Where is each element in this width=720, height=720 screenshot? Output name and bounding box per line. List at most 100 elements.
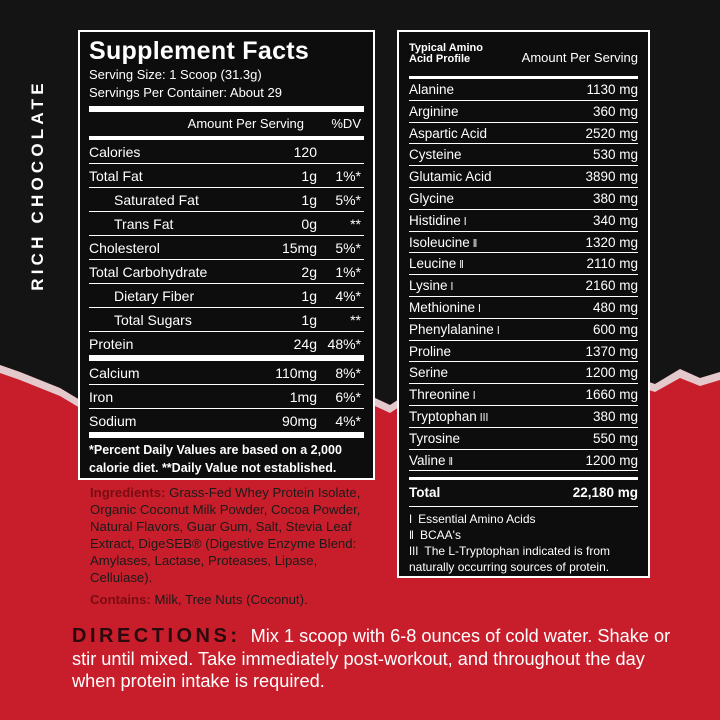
nutrient-amount: 2g [301,264,317,280]
amino-row: Serine 1200 mg [409,362,638,385]
facts-row: Total Carbohydrate 2g 1%* [89,260,364,284]
nutrient-dv: 6%* [335,389,361,405]
contains-label: Contains: [90,592,151,607]
directions: DIRECTIONS: Mix 1 scoop with 6-8 ounces … [72,625,682,693]
dv-header: %DV [331,116,361,131]
amino-amount: 380 mg [592,190,638,206]
amino-amount: 1370 mg [585,343,638,359]
amino-row: Threonine ǀ 1660 mg [409,384,638,406]
rule [409,76,638,79]
amino-row: Methionine ǀ 480 mg [409,297,638,319]
nutrient-amount: 1g [301,312,317,328]
amino-name: Glycine [409,190,455,206]
amino-name: Tryptophan [409,408,477,424]
amino-name: Glutamic Acid [409,169,492,185]
facts-row: Trans Fat 0g ** [89,212,364,236]
nutrient-amount: 90mg [281,413,317,429]
servings-per-container: Servings Per Container: About 29 [89,85,282,100]
nutrient-name: Dietary Fiber [114,288,195,304]
amino-mark: ǀ [463,215,467,228]
amino-amount: 2160 mg [585,278,638,294]
amino-title: Typical Amino Acid Profile [409,42,483,65]
legend-item: ǁ BCAA's [409,527,638,543]
amino-name: Methionine [409,299,476,315]
amino-row: Tryptophan ǀǀǀ 380 mg [409,406,638,428]
amino-amount: 1660 mg [585,387,638,403]
facts-row: Calories 120 [89,140,364,164]
amino-row: Histidine ǀ 340 mg [409,210,638,232]
amino-amount: 1200 mg [585,452,638,468]
amino-amount: 550 mg [592,430,638,446]
amino-row: Leucine ǁ 2110 mg [409,253,638,276]
facts-row: Total Sugars 1g ** [89,308,364,332]
facts-row: Dietary Fiber 1g 4%* [89,284,364,308]
amino-amount: 340 mg [592,212,638,228]
legend-text: BCAA's [419,528,461,543]
amino-amount: 600 mg [592,321,638,337]
total-name: Total [409,485,441,501]
facts-title: Supplement Facts [89,37,310,65]
facts-footnote: *Percent Daily Values are based on a 2,0… [89,443,342,475]
amino-row: Proline 1370 mg [409,341,638,363]
nutrient-dv: 5%* [335,192,361,208]
amino-name: Alanine [409,82,455,97]
amino-row: Cysteine 530 mg [409,144,638,167]
amino-row: Glutamic Acid 3890 mg [409,166,638,188]
amino-mark: ǀ [478,302,481,315]
amino-row: Aspartic Acid 2520 mg [409,123,638,145]
amino-rows: Alanine 1130 mg Arginine 360 mg Aspartic Aci… [409,79,638,472]
nutrient-amount: 1g [301,168,317,184]
amino-amount: 1200 mg [585,365,638,381]
nutrient-amount: 24g [293,336,317,352]
nutrient-dv: 5%* [335,240,361,256]
amino-header: Typical Amino Acid Profile Amount Per Se… [409,32,638,76]
nutrient-amount: 1mg [289,389,317,405]
amino-amount: 1130 mg [586,82,638,97]
contains: Contains: Milk, Tree Nuts (Coconut). [90,592,308,607]
nutrient-name: Calcium [89,365,140,381]
contains-text: Milk, Tree Nuts (Coconut). [154,592,308,607]
amino-row: Lysine ǀ 2160 mg [409,275,638,297]
rule [89,356,364,361]
amino-name: Isoleucine [409,234,470,250]
serving-size: Serving Size: 1 Scoop (31.3g) [89,67,262,82]
amino-legend: ǀ Essential Amino Acids ǁ BCAA's ǀǀǀ The L-Tr… [409,511,638,575]
amino-name: Histidine [409,212,461,228]
amino-row: Alanine 1130 mg [409,79,638,101]
legend-mark: ǀ [409,512,413,527]
nutrient-dv: 4%* [335,288,361,304]
amino-profile: Typical Amino Acid Profile Amount Per Se… [397,30,650,578]
amino-mark: ǀǀǀ [479,411,489,424]
amino-name: Lysine [409,278,448,294]
facts-row: Sodium 90mg 4%* [89,409,364,438]
amino-total: Total 22,180 mg [409,480,638,506]
amino-amount: 2520 mg [585,125,638,141]
facts-row: Calcium 110mg 8%* [89,361,364,385]
amino-name: Leucine [409,256,457,272]
amino-mark: ǀ [450,281,454,294]
legend-item: ǀǀǀ The L-Tryptophan indicated is from na… [409,543,638,575]
nutrient-name: Calories [89,144,141,160]
rule [409,477,638,481]
amino-amount: 360 mg [592,103,638,119]
nutrient-name: Total Fat [89,168,143,184]
amount-header: Amount Per Serving [187,116,304,131]
amino-mark: ǀ [472,390,476,403]
amino-amount: 2110 mg [586,256,638,272]
legend-mark: ǀǀǀ [409,544,419,559]
amino-row: Tyrosine 550 mg [409,428,638,450]
nutrient-amount: 110mg [275,365,317,381]
rule [409,506,638,508]
amino-row: Isoleucine ǁ 1320 mg [409,232,638,254]
ingredients-label: Ingredients: [90,485,166,500]
amino-name: Arginine [409,103,459,119]
amino-amount: 530 mg [592,147,638,163]
nutrient-name: Protein [89,336,134,352]
nutrient-amount: 0g [301,216,317,232]
amino-amount: 1320 mg [585,234,638,250]
amino-name: Valine [409,452,446,468]
nutrient-amount: 120 [293,144,317,160]
nutrient-name: Iron [89,389,114,405]
nutrient-dv: ** [350,312,361,328]
nutrient-dv: 48%* [327,336,361,352]
